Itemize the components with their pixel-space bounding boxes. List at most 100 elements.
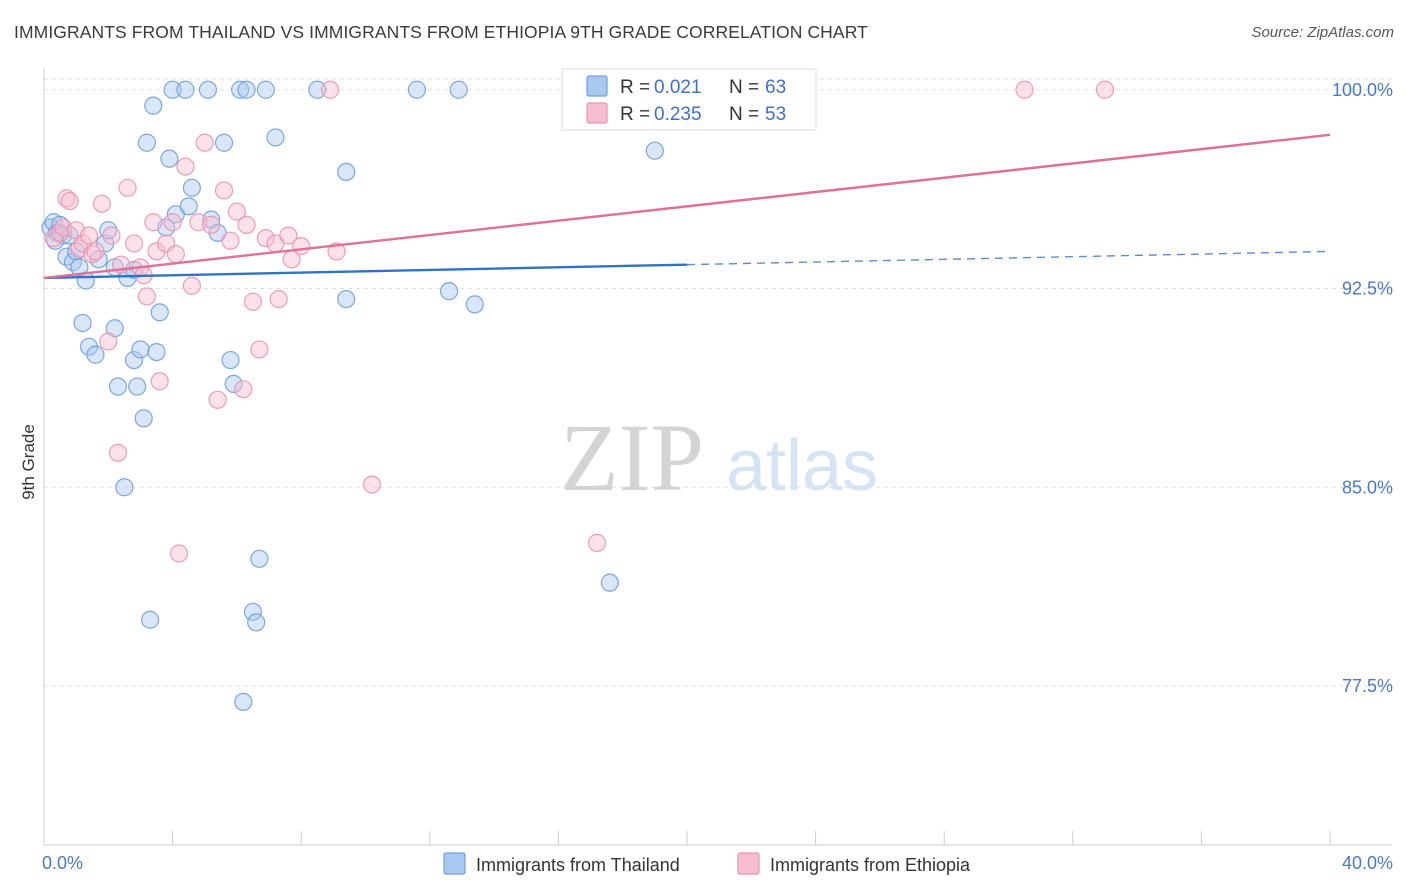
point-thailand-47 [237,80,256,99]
series-legend: Immigrants from Thailand Immigrants from… [443,852,971,875]
legend-r-value-ethiopia: 0.235 [654,104,702,125]
source-credit: Source: ZipAtlas.com [1251,24,1394,41]
point-thailand-25 [131,340,150,359]
legend-r-label-ethiopia: R = [620,104,650,125]
point-thailand-48 [243,602,263,621]
point-ethiopia-16 [118,178,137,197]
point-ethiopia-12 [99,332,118,351]
point-ethiopia-48 [327,242,346,261]
point-ethiopia-46 [292,237,311,256]
point-ethiopia-37 [234,380,253,399]
point-thailand-11 [73,313,92,333]
stats-legend: R = 0.021 N = 63 R = 0.235 N = 53 [561,68,817,131]
point-ethiopia-25 [163,213,182,232]
legend-swatch-ethiopia [586,102,608,124]
point-ethiopia-11 [92,194,111,213]
y-tick-labels: 77.5% 85.0% 92.5% 100.0% [1332,80,1393,696]
point-thailand-59 [465,295,484,314]
point-ethiopia-33 [208,390,227,409]
point-thailand-20 [115,478,134,497]
point-ethiopia-43 [269,290,288,309]
watermark-zip: ZIP [560,404,704,511]
point-thailand-13 [86,345,105,364]
series-legend-swatch-ethiopia [737,852,760,875]
point-ethiopia-8 [79,226,99,245]
y-tick-label-1: 85.0% [1342,477,1393,497]
point-thailand-36 [176,80,195,99]
point-thailand-60 [600,573,619,592]
series-legend-label-ethiopia: Immigrants from Ethiopia [770,855,971,875]
y-tick-label-0: 77.5% [1342,676,1393,696]
point-ethiopia-10 [86,242,105,261]
point-ethiopia-38 [237,215,256,234]
point-thailand-46 [234,692,253,712]
trend-line-ethiopia [43,133,1331,280]
axes [43,68,1392,846]
point-ethiopia-28 [176,157,195,176]
point-ethiopia-35 [221,231,240,250]
point-ethiopia-23 [150,372,169,391]
point-ethiopia-20 [137,287,156,306]
point-ethiopia-21 [144,213,163,232]
point-ethiopia-31 [195,133,214,152]
point-thailand-39 [198,80,218,99]
point-thailand-29 [144,96,163,115]
point-thailand-27 [137,133,156,152]
point-thailand-38 [182,178,201,197]
point-ethiopia-39 [243,292,263,311]
point-ethiopia-52 [1095,80,1115,99]
y-tick-label-2: 92.5% [1342,279,1393,299]
point-ethiopia-40 [250,340,269,359]
point-thailand-45 [231,80,250,99]
point-thailand-55 [337,290,356,309]
x-tick-label-1: 40.0% [1342,853,1393,873]
point-thailand-23 [124,350,144,370]
point-ethiopia-50 [587,533,607,553]
legend-r-value-thailand: 0.021 [654,77,702,98]
point-thailand-50 [250,549,269,568]
series-thailand-points [41,80,664,712]
point-ethiopia-34 [214,181,234,200]
point-thailand-51 [256,80,275,99]
legend-swatch-thailand [586,75,608,97]
point-thailand-49 [247,613,266,632]
point-ethiopia-29 [182,276,201,295]
point-ethiopia-49 [362,475,382,494]
point-ethiopia-3 [57,189,76,208]
point-thailand-24 [128,377,147,396]
point-thailand-61 [645,141,664,160]
point-thailand-31 [150,303,169,322]
trend-line-thailand [43,263,688,280]
point-thailand-16 [99,221,118,240]
point-ethiopia-36 [227,202,246,221]
point-ethiopia-32 [202,215,221,234]
point-ethiopia-44 [279,226,298,245]
series-legend-label-thailand: Immigrants from Thailand [476,855,680,875]
watermark-atlas: atlas [726,426,878,506]
x-tick-labels: 0.0% 40.0% [42,853,1393,873]
point-thailand-57 [439,282,459,301]
point-ethiopia-17 [124,234,144,253]
y-tick-label-3: 100.0% [1332,80,1393,100]
point-thailand-43 [221,350,240,370]
point-thailand-33 [160,149,179,168]
point-thailand-54 [337,162,356,181]
point-thailand-44 [224,374,243,393]
legend-n-label-ethiopia: N = [729,104,759,125]
trend-line-thailand-extension [686,250,1331,266]
chart-title: IMMIGRANTS FROM THAILAND VS IMMIGRANTS F… [14,22,868,42]
legend-n-value-thailand: 63 [765,77,786,98]
point-ethiopia-9 [83,244,102,264]
point-thailand-30 [147,343,166,362]
point-thailand-58 [449,80,468,99]
point-ethiopia-41 [256,229,275,248]
legend-n-label-thailand: N = [729,77,759,98]
point-ethiopia-13 [102,226,121,245]
x-tick-label-0: 0.0% [42,853,83,873]
point-thailand-34 [163,80,182,99]
point-thailand-52 [266,128,285,147]
point-ethiopia-51 [1015,80,1034,99]
legend-r-label-thailand: R = [620,77,650,98]
point-ethiopia-4 [60,191,79,211]
